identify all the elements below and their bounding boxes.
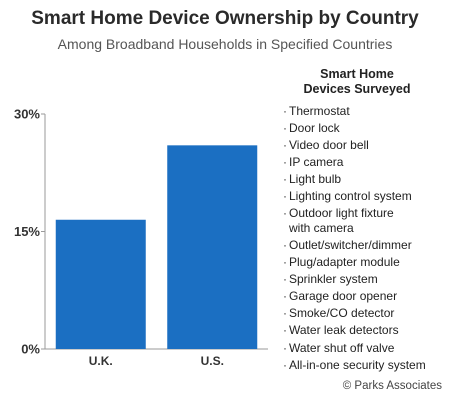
- device-list-item: · IP camera: [283, 155, 448, 170]
- bullet-icon: ·: [283, 206, 287, 221]
- bullet-icon: ·: [283, 272, 287, 287]
- device-list-item: · Plug/adapter module: [283, 255, 448, 270]
- device-label: Light bulb: [289, 172, 342, 187]
- device-label: Lighting control system: [289, 189, 412, 204]
- device-label: Smoke/CO detector: [289, 306, 395, 321]
- device-label: Garage door opener: [289, 289, 398, 304]
- device-label: Door lock: [289, 121, 340, 136]
- device-list-item: · Sprinkler system: [283, 272, 448, 287]
- devices-title-line-2: Devices Surveyed: [303, 82, 411, 96]
- chart-subtitle: Among Broadband Households in Specified …: [57, 36, 393, 52]
- bullet-icon: ·: [283, 172, 287, 187]
- bullet-icon: ·: [283, 255, 287, 270]
- device-list-item: · Outlet/switcher/dimmer: [283, 238, 448, 253]
- bullet-icon: ·: [283, 340, 287, 355]
- x-category-label: U.K.: [89, 354, 113, 368]
- bullet-icon: ·: [283, 104, 287, 118]
- bar: [55, 219, 146, 349]
- device-list-item: · Lighting control system: [283, 189, 448, 204]
- device-label: Water shut off valve: [289, 340, 395, 355]
- device-label: IP camera: [289, 155, 344, 170]
- device-list-item: · All-in-one security system: [283, 358, 448, 373]
- device-label: Thermostat: [289, 104, 350, 118]
- bar: [167, 145, 258, 349]
- devices-title-line-1: Smart Home: [320, 67, 394, 81]
- y-tick-label: 30%: [14, 107, 40, 122]
- bullet-icon: ·: [283, 189, 287, 204]
- device-list-item: · Light bulb: [283, 172, 448, 187]
- bullet-icon: ·: [283, 306, 287, 321]
- device-label: with camera: [289, 221, 354, 236]
- device-list-item: · Video door bell: [283, 138, 448, 153]
- chart-title: Smart Home Device Ownership by Country: [31, 8, 419, 29]
- device-label: All-in-one security system: [289, 357, 426, 372]
- device-list-item: · Garage door opener: [283, 289, 448, 304]
- y-tick-label: 0%: [21, 342, 40, 357]
- bullet-icon: ·: [283, 323, 287, 338]
- devices-list: · Thermostat · Door lock · Video door bell · IP…: [283, 104, 448, 375]
- bullet-icon: ·: [283, 155, 287, 170]
- bullet-icon: ·: [283, 138, 287, 153]
- bullet-icon: ·: [283, 121, 287, 136]
- device-label: Video door bell: [289, 138, 369, 153]
- device-label: Water leak detectors: [289, 323, 399, 338]
- bullet-icon: ·: [283, 289, 287, 304]
- y-tick-label: 15%: [14, 224, 40, 239]
- device-label: Plug/adapter module: [289, 255, 400, 270]
- device-list-item: · Water shut off valve: [283, 341, 448, 356]
- device-list-item: · Outdoor light fixture with camera: [283, 206, 448, 236]
- device-label: Sprinkler system: [289, 272, 378, 287]
- x-category-label: U.S.: [201, 354, 224, 368]
- bullet-icon: ·: [283, 238, 287, 253]
- device-list-item: · Smoke/CO detector: [283, 306, 448, 321]
- bullet-icon: ·: [283, 357, 287, 372]
- device-list-item: · Door lock: [283, 121, 448, 136]
- devices-panel-title: Smart Home Devices Surveyed: [296, 67, 418, 97]
- device-label: Outlet/switcher/dimmer: [289, 238, 412, 253]
- device-list-item: · Water leak detectors: [283, 323, 448, 338]
- device-label: Outdoor light fixture: [289, 206, 394, 221]
- copyright-text: © Parks Associates: [342, 380, 442, 392]
- device-list-item: · Thermostat: [283, 104, 448, 119]
